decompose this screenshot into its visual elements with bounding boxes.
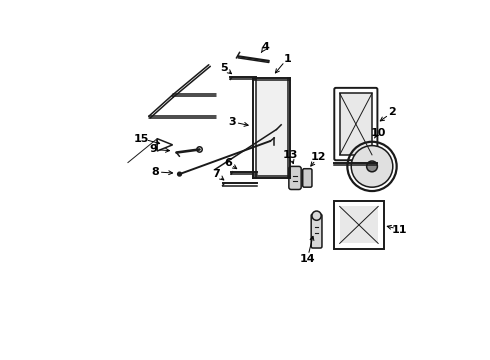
- FancyBboxPatch shape: [289, 166, 301, 189]
- Text: 11: 11: [392, 225, 408, 235]
- Text: 14: 14: [299, 254, 315, 264]
- Text: 1: 1: [283, 54, 291, 64]
- Text: 15: 15: [134, 134, 149, 144]
- Text: 7: 7: [213, 169, 220, 179]
- Text: 9: 9: [149, 144, 157, 154]
- FancyBboxPatch shape: [311, 214, 322, 248]
- FancyBboxPatch shape: [303, 169, 312, 187]
- Bar: [340, 206, 378, 243]
- Text: 3: 3: [228, 117, 236, 127]
- Circle shape: [177, 172, 181, 176]
- Text: 13: 13: [283, 150, 298, 160]
- Circle shape: [367, 161, 377, 172]
- Text: 6: 6: [224, 158, 232, 167]
- Text: 4: 4: [261, 42, 269, 52]
- Bar: [340, 93, 372, 155]
- Circle shape: [312, 211, 321, 220]
- Text: 10: 10: [370, 127, 386, 138]
- Text: 12: 12: [310, 152, 326, 162]
- Circle shape: [351, 145, 393, 187]
- Bar: [256, 80, 288, 176]
- Text: 5: 5: [220, 63, 228, 73]
- Text: 2: 2: [388, 108, 396, 117]
- Text: 8: 8: [151, 167, 159, 177]
